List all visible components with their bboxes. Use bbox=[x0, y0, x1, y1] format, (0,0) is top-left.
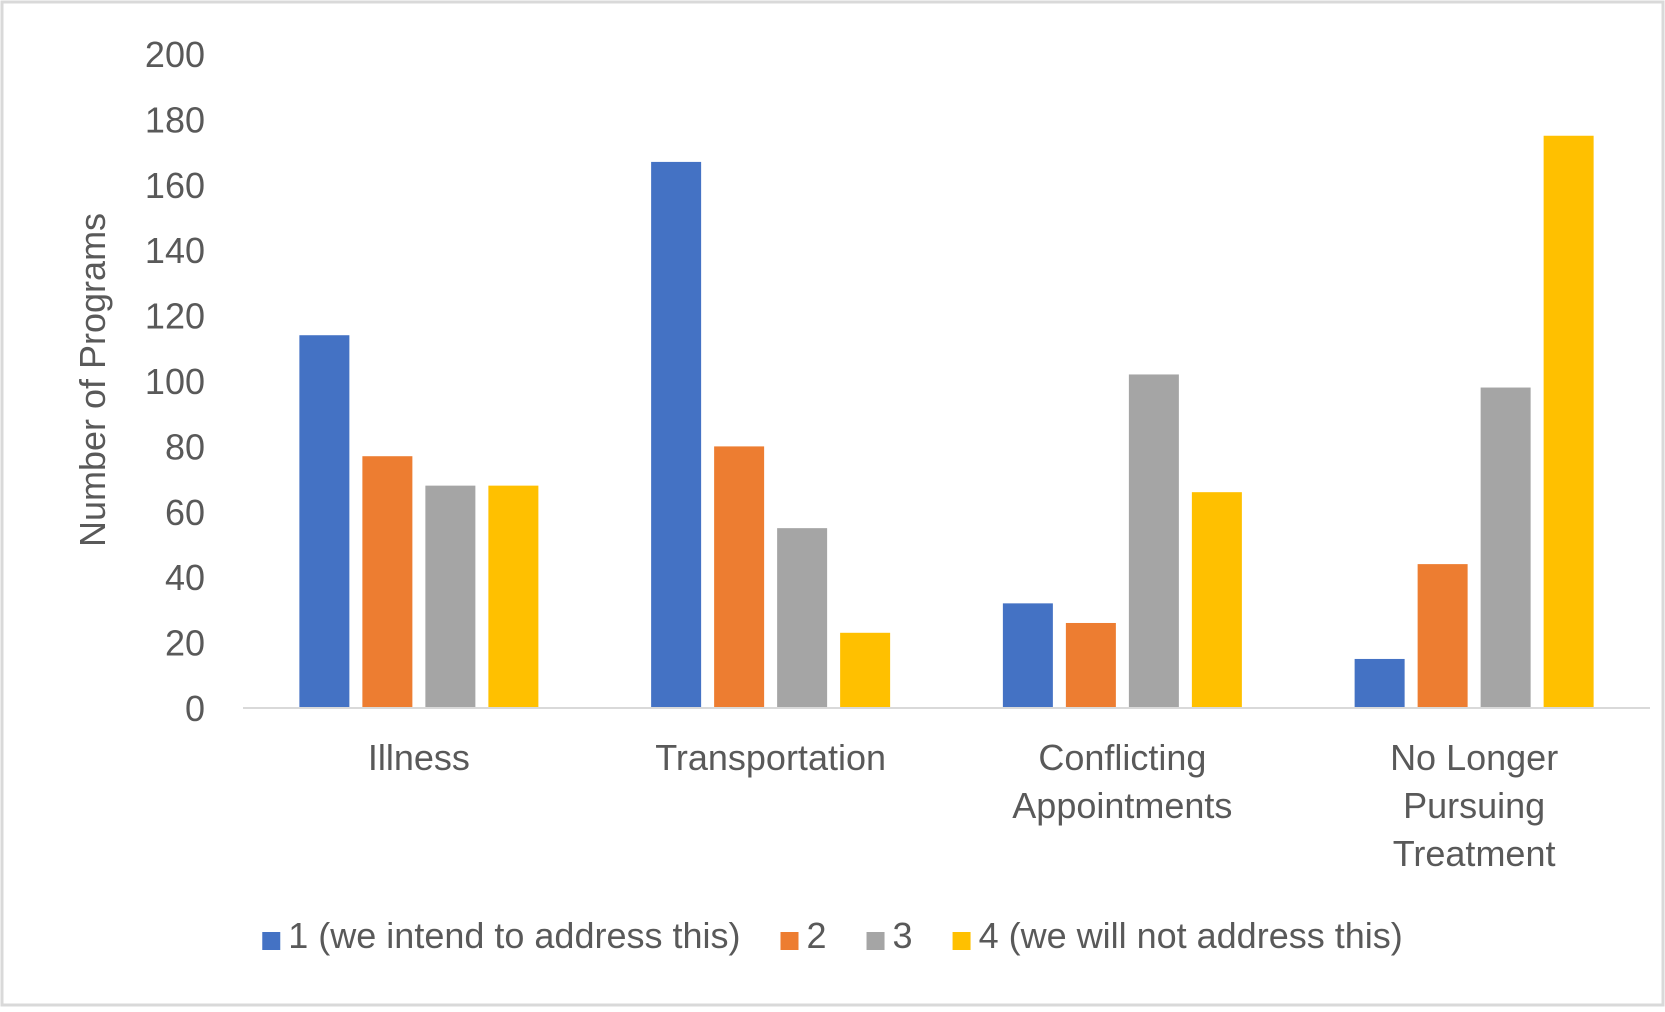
y-tick-label: 120 bbox=[145, 296, 205, 337]
y-axis-title-group: Number of Programs bbox=[72, 213, 113, 547]
bar-series-3-category-3 bbox=[1128, 374, 1179, 708]
x-category-label: Conflicting Appointments bbox=[1012, 737, 1232, 826]
bar-series-1-category-2 bbox=[651, 161, 702, 708]
y-tick-label: 40 bbox=[165, 557, 205, 598]
x-category-label-line: Illness bbox=[368, 737, 470, 778]
bar-series-3-category-1 bbox=[425, 485, 476, 708]
x-category-label: No Longer Pursuing Treatment bbox=[1390, 737, 1558, 874]
y-tick-label: 20 bbox=[165, 623, 205, 664]
bar-series-3-category-2 bbox=[777, 528, 828, 708]
x-category-label-line: Appointments bbox=[1012, 785, 1232, 826]
y-tick-label: 60 bbox=[165, 492, 205, 533]
y-tick-label: 80 bbox=[165, 426, 205, 467]
bar-series-3-category-4 bbox=[1480, 387, 1531, 708]
bars bbox=[299, 135, 1594, 708]
category-labels: Illness Transportation Conflicting Appointm… bbox=[368, 737, 1558, 874]
legend-label-2: 2 bbox=[807, 915, 827, 956]
bar-series-1-category-1 bbox=[299, 335, 350, 708]
x-category-label: Illness bbox=[368, 737, 470, 778]
y-axis-ticks: 0 20 40 60 80 100 120 140 160 180 200 bbox=[145, 34, 205, 729]
x-category-label: Transportation bbox=[655, 737, 886, 778]
y-tick-label: 200 bbox=[145, 34, 205, 75]
legend-label-1: 1 (we intend to address this) bbox=[288, 915, 740, 956]
bar-series-1-category-4 bbox=[1354, 658, 1405, 708]
x-category-label-line: Treatment bbox=[1393, 833, 1556, 874]
bar-series-2-category-3 bbox=[1065, 622, 1116, 708]
bar-series-4-category-3 bbox=[1191, 492, 1242, 708]
x-category-label-line: No Longer bbox=[1390, 737, 1558, 778]
legend: 1 (we intend to address this) 2 3 4 (we wil… bbox=[262, 915, 1403, 956]
y-axis-title: Number of Programs bbox=[72, 213, 113, 547]
y-tick-label: 140 bbox=[145, 230, 205, 271]
x-category-label-line: Conflicting bbox=[1038, 737, 1206, 778]
legend-swatch-4 bbox=[952, 932, 971, 950]
y-tick-label: 0 bbox=[185, 688, 205, 729]
bar-series-4-category-4 bbox=[1543, 135, 1594, 708]
bar-series-4-category-1 bbox=[488, 485, 539, 708]
legend-label-3: 3 bbox=[893, 915, 913, 956]
legend-swatch-2 bbox=[780, 932, 799, 950]
y-tick-label: 100 bbox=[145, 361, 205, 402]
legend-swatch-3 bbox=[866, 932, 885, 950]
legend-label-4: 4 (we will not address this) bbox=[979, 915, 1403, 956]
legend-swatch-1 bbox=[262, 932, 281, 950]
x-category-label-line: Pursuing bbox=[1403, 785, 1545, 826]
bar-series-4-category-2 bbox=[840, 632, 891, 708]
bar-series-1-category-3 bbox=[1002, 603, 1053, 708]
x-category-label-line: Transportation bbox=[655, 737, 886, 778]
bar-series-2-category-1 bbox=[362, 456, 413, 708]
bar-series-2-category-2 bbox=[714, 446, 765, 708]
bar-series-2-category-4 bbox=[1417, 564, 1468, 708]
y-tick-label: 180 bbox=[145, 99, 205, 140]
y-tick-label: 160 bbox=[145, 165, 205, 206]
